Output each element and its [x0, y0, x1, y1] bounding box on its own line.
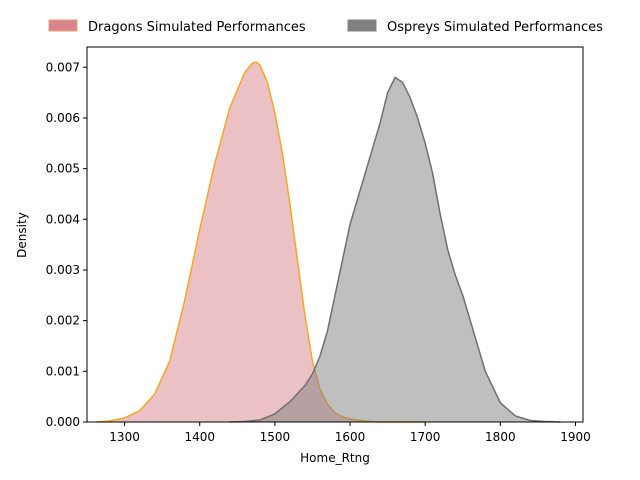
y-tick-label: 0.004 — [46, 212, 80, 226]
density-area-ospreys — [229, 77, 561, 422]
plot-area — [95, 61, 561, 423]
x-tick-label: 1800 — [485, 430, 516, 444]
x-axis-title: Home_Rtng — [300, 451, 370, 465]
y-tick-label: 0.000 — [46, 415, 80, 429]
y-tick-label: 0.007 — [46, 60, 80, 74]
plot-frame — [86, 46, 584, 423]
y-tick-label: 0.005 — [46, 162, 80, 176]
legend-label-dragons: Dragons Simulated Performances — [88, 20, 306, 35]
density-area-dragons — [96, 62, 426, 422]
x-tick-label: 1700 — [410, 430, 441, 444]
legend-swatch-dragons — [48, 19, 78, 32]
x-tick-label: 1600 — [335, 430, 366, 444]
y-tick-label: 0.001 — [46, 364, 80, 378]
y-tick-label: 0.003 — [46, 263, 80, 277]
x-tick-label: 1300 — [109, 430, 140, 444]
y-axis: 0.000 0.001 0.002 0.003 0.004 0.005 0.006 0.007 — [46, 60, 87, 429]
x-tick-label: 1500 — [260, 430, 291, 444]
y-tick-label: 0.002 — [46, 314, 80, 328]
legend: Dragons Simulated Performances Ospreys S… — [48, 19, 603, 35]
legend-label-ospreys: Ospreys Simulated Performances — [387, 20, 603, 35]
density-line-ospreys — [229, 76, 561, 423]
y-axis-title: Density — [15, 212, 29, 258]
y-tick-label: 0.006 — [46, 111, 80, 125]
x-axis: 1300 1400 1500 1600 1700 1800 1900 — [109, 422, 591, 444]
x-tick-label: 1900 — [560, 430, 591, 444]
x-tick-label: 1400 — [184, 430, 215, 444]
legend-swatch-ospreys — [347, 19, 377, 32]
